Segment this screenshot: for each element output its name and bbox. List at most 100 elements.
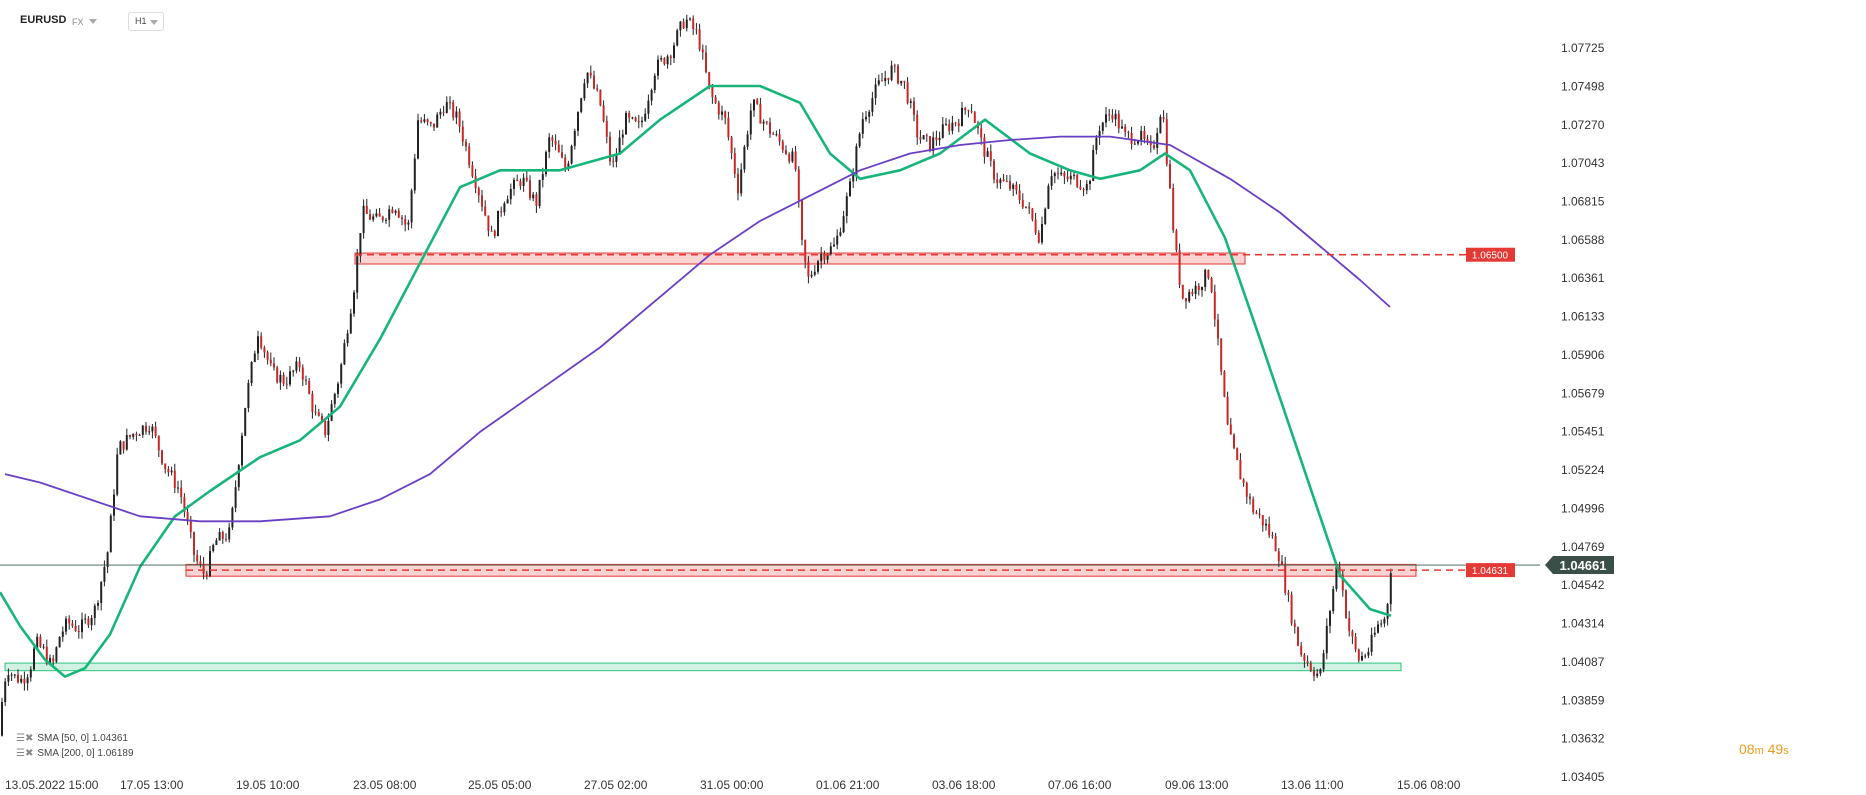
candle-body	[253, 353, 256, 362]
candle-body	[506, 199, 509, 204]
candle-body	[1159, 116, 1162, 134]
candle-body	[628, 112, 631, 118]
candle-body	[39, 636, 42, 647]
candle-body	[849, 181, 851, 197]
candle-body	[61, 631, 64, 637]
x-tick-label: 09.06 13:00	[1165, 778, 1229, 792]
candle-body	[292, 370, 295, 372]
candle-body	[625, 112, 627, 135]
x-tick-label: 01.06 21:00	[816, 778, 880, 792]
candle-body	[321, 415, 323, 421]
candle-body	[679, 21, 682, 31]
candle-body	[692, 18, 695, 29]
candle-body	[794, 151, 797, 170]
candle-body	[413, 158, 416, 191]
legend-sma50[interactable]: ☰✖ SMA [50, 0] 1.04361	[16, 733, 128, 744]
candle-body	[708, 72, 711, 87]
price-zones	[4, 252, 1417, 672]
y-tick-label: 1.07270	[1561, 118, 1605, 132]
candle-body	[1345, 590, 1347, 618]
candle-body	[826, 254, 829, 260]
candle-body	[81, 619, 83, 633]
candle-body	[260, 336, 263, 348]
y-tick-label: 1.06361	[1561, 271, 1605, 285]
candle-body	[484, 206, 487, 216]
candle-body	[404, 219, 407, 225]
candle-body	[202, 563, 205, 574]
candle-body	[1284, 564, 1287, 593]
legend-sma50-text: SMA [50, 0] 1.04361	[37, 733, 128, 744]
candle-body	[1178, 250, 1181, 285]
candle-body	[957, 123, 960, 127]
candle-body	[900, 80, 903, 84]
candle-body	[913, 101, 915, 115]
candle-body	[1095, 137, 1098, 150]
candle-body	[839, 232, 842, 236]
candle-body	[1341, 574, 1344, 591]
candle-body	[17, 674, 19, 683]
candle-body	[884, 77, 887, 82]
candle-body	[954, 122, 957, 124]
candle-body	[730, 137, 733, 153]
timeframe-label: H1	[135, 16, 147, 26]
candle-body	[970, 111, 973, 113]
candle-body	[1034, 219, 1037, 233]
candle-body	[676, 30, 679, 46]
candle-body	[916, 114, 919, 138]
candle-body	[1373, 632, 1376, 635]
candle-body	[442, 111, 445, 113]
candle-body	[276, 367, 279, 383]
candle-body	[634, 117, 637, 122]
timeframe-select[interactable]: H1	[128, 12, 164, 31]
level-price-text: 1.06500	[1472, 251, 1509, 262]
candle-body	[1137, 140, 1139, 144]
candle-body	[1223, 371, 1226, 397]
candle-body	[1361, 655, 1363, 661]
x-tick-label: 17.05 13:00	[120, 778, 184, 792]
candle-body	[1297, 626, 1299, 646]
settings-icon[interactable]: ☰✖	[16, 748, 34, 759]
candle-body	[314, 411, 317, 413]
candle-body	[996, 179, 999, 184]
candle-body	[682, 21, 685, 29]
symbol-label[interactable]: EURUSD	[20, 14, 67, 26]
candle-body	[218, 532, 221, 541]
candle-body	[1306, 660, 1309, 664]
candle-body	[7, 675, 10, 682]
legend-sma200[interactable]: ☰✖ SMA [200, 0] 1.06189	[16, 748, 134, 759]
candle-body	[599, 89, 602, 106]
candle-body	[685, 19, 688, 29]
candle-body	[1092, 149, 1095, 181]
x-tick-label: 15.06 08:00	[1397, 778, 1461, 792]
candle-body	[554, 140, 557, 145]
candle-body	[903, 80, 906, 83]
candle-body	[388, 209, 391, 220]
candle-body	[369, 213, 371, 220]
settings-icon[interactable]: ☰✖	[16, 733, 34, 744]
candle-body	[583, 83, 586, 99]
candle-body	[983, 137, 986, 157]
candle-body	[973, 112, 976, 123]
candle-body	[1293, 623, 1296, 627]
candle-body	[423, 119, 426, 122]
candle-body	[125, 435, 128, 450]
candle-body	[647, 100, 650, 114]
symbol-dropdown-icon[interactable]	[89, 19, 97, 24]
candle-body	[250, 361, 253, 384]
candle-body	[577, 112, 579, 131]
candle-body	[673, 45, 675, 58]
candle-body	[317, 412, 320, 416]
candle-body	[1130, 132, 1133, 144]
candle-body	[1351, 631, 1354, 637]
candle-body	[1265, 523, 1267, 526]
y-tick-label: 1.04087	[1561, 655, 1605, 669]
candle-body	[500, 210, 503, 213]
candle-body	[407, 222, 410, 225]
candle-body	[1316, 673, 1319, 677]
candle-body	[106, 552, 109, 568]
candle-body	[1377, 624, 1379, 633]
candle-body	[618, 137, 621, 155]
candle-body	[429, 122, 432, 124]
candle-body	[324, 420, 327, 436]
